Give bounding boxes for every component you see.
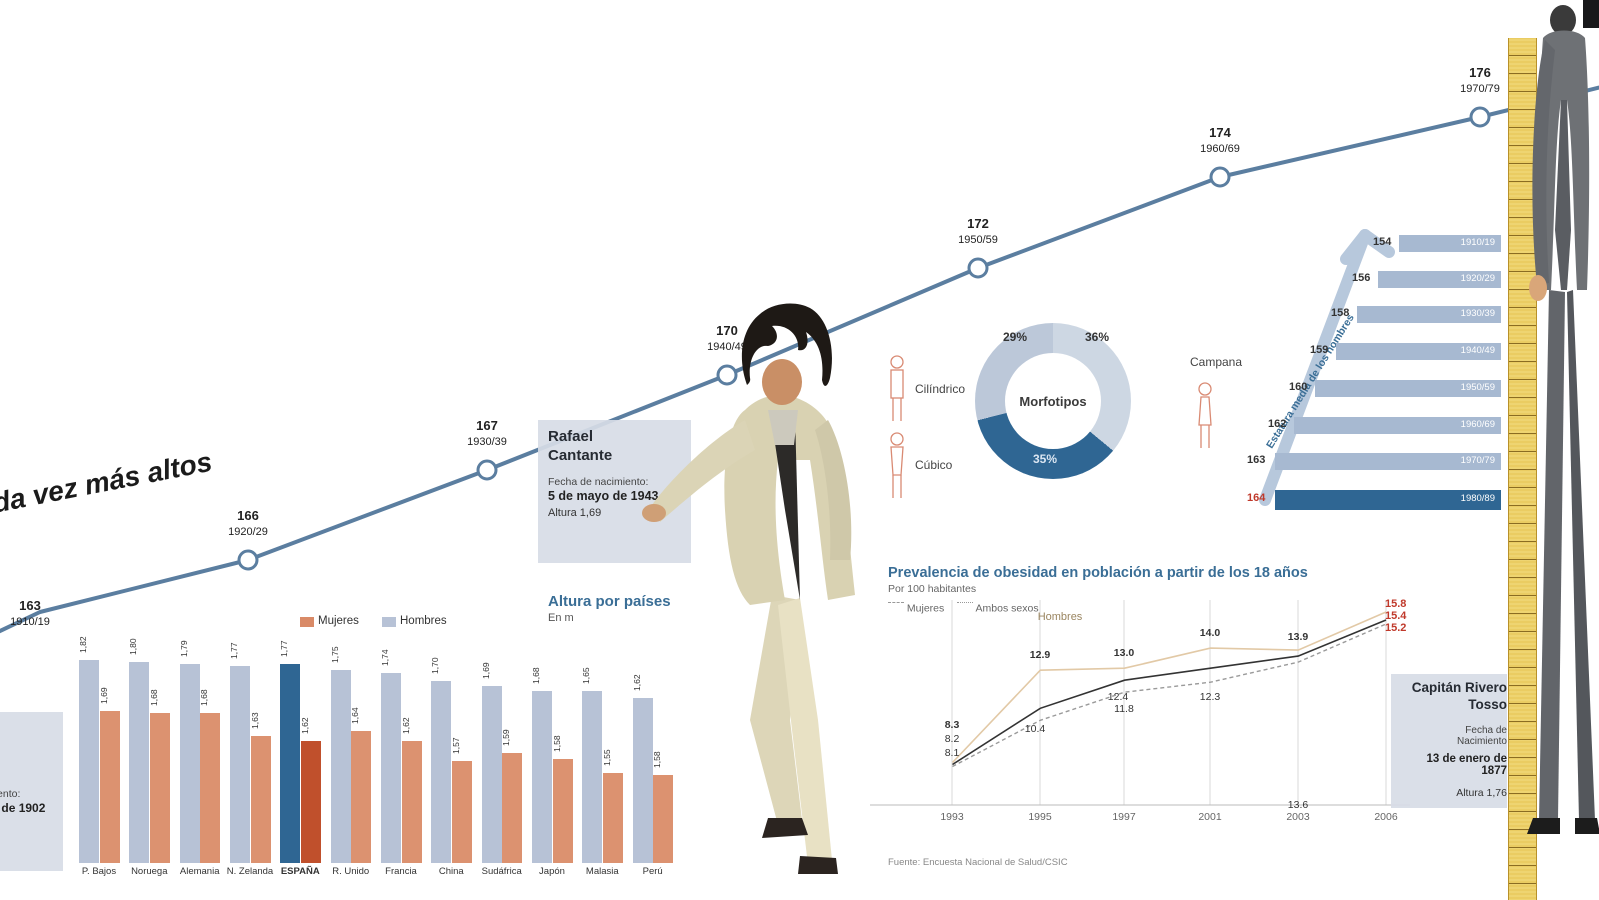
- svg-text:1997: 1997: [1112, 811, 1136, 823]
- svg-text:8.1: 8.1: [945, 747, 960, 759]
- svg-text:8.2: 8.2: [945, 733, 960, 745]
- svg-text:2006: 2006: [1374, 811, 1398, 823]
- svg-text:13.6: 13.6: [1288, 799, 1309, 811]
- svg-text:12.4: 12.4: [1108, 691, 1129, 703]
- svg-text:14.0: 14.0: [1200, 627, 1221, 639]
- svg-text:13.9: 13.9: [1288, 631, 1309, 643]
- svg-text:12.9: 12.9: [1030, 649, 1051, 661]
- svg-text:Hombres: Hombres: [1038, 611, 1083, 623]
- svg-text:10.4: 10.4: [1025, 723, 1046, 735]
- svg-text:1995: 1995: [1028, 811, 1052, 823]
- svg-text:8.3: 8.3: [945, 719, 960, 731]
- svg-text:11.8: 11.8: [1114, 703, 1134, 715]
- svg-text:1993: 1993: [940, 811, 964, 823]
- svg-text:2001: 2001: [1198, 811, 1222, 823]
- svg-text:12.3: 12.3: [1200, 691, 1221, 703]
- svg-text:2003: 2003: [1286, 811, 1310, 823]
- svg-text:13.0: 13.0: [1114, 647, 1135, 659]
